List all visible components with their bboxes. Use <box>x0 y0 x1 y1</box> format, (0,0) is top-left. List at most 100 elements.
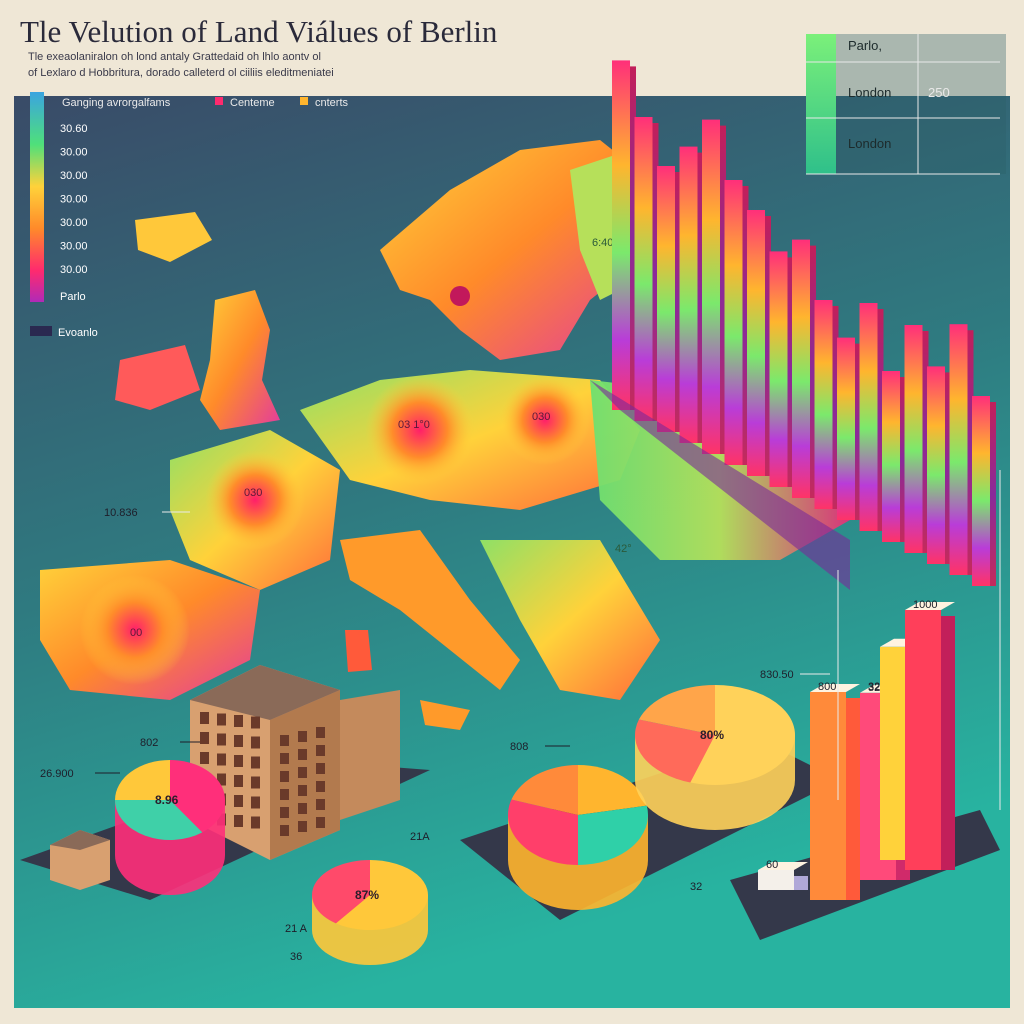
back-bar-11 <box>859 303 878 531</box>
callout-21a: 21A <box>410 831 430 843</box>
pie-slice-0-1 <box>115 800 203 840</box>
legend-swatch-label: Evoanlo <box>58 327 98 339</box>
map-label-2: 030 <box>532 411 550 423</box>
pie-slice-1-3 <box>511 765 578 815</box>
back-bar-side-10 <box>855 343 861 520</box>
pie-slice-2-0 <box>690 685 796 786</box>
map-region-iceland <box>135 212 212 262</box>
back-bar-9 <box>814 300 833 509</box>
callout-808: 808 <box>510 741 528 753</box>
back-bar-side-8 <box>810 245 816 498</box>
front-bar-label-1: 800 <box>818 681 836 693</box>
back-bar-side-4 <box>720 125 726 454</box>
front-bar-0 <box>758 870 794 890</box>
front-bar-label-4: 1000 <box>913 599 937 611</box>
legend-heading: Ganging avrorgalfams <box>62 97 171 109</box>
legend-tick-5: 30.00 <box>60 241 88 253</box>
callout-26900: 26.900 <box>40 768 74 780</box>
front-bar-label-0: 60 <box>766 859 778 871</box>
legend-key2: cnterts <box>315 97 349 109</box>
pie-slice-1-2 <box>508 799 578 865</box>
map-label-5: 42° <box>615 543 632 555</box>
front-bar-side-0 <box>794 876 808 890</box>
back-bar-side-1 <box>652 123 659 421</box>
back-bar-2 <box>657 166 675 432</box>
legend-scale-bottom: Parlo <box>60 291 86 303</box>
back-bar-side-13 <box>922 331 929 553</box>
pie-slice-1-1 <box>578 805 649 865</box>
city-legend-label-3: London <box>848 136 891 151</box>
pie-slice-2-1 <box>635 719 715 783</box>
back-bar-side-12 <box>900 377 906 542</box>
back-bar-6 <box>747 210 765 476</box>
map-region-italy <box>340 530 520 690</box>
back-bar-side-11 <box>877 309 884 531</box>
back-bar-side-16 <box>990 402 996 586</box>
pie-slice-0-0 <box>170 760 226 833</box>
map-region-ireland <box>115 345 200 410</box>
callout-21a-bottom: 21 A <box>285 923 308 935</box>
callouts: 802 26.900 808 21A 830.50 21 A 36 32 32 <box>40 669 880 963</box>
legend-key2-swatch <box>300 97 308 105</box>
back-bar-14 <box>927 366 945 564</box>
pie-slice-1-0 <box>578 765 647 815</box>
callout-36: 36 <box>290 951 302 963</box>
city-legend-label-1: Parlo, <box>848 38 882 53</box>
map-label-4: 00 <box>130 627 142 639</box>
pie-left: 8.96 <box>115 760 226 895</box>
map-region-britain <box>200 290 280 430</box>
back-bar-side-0 <box>630 66 636 411</box>
legend-color-scale <box>30 92 44 302</box>
back-bar-side-9 <box>832 306 839 509</box>
callout-32-b: 32 <box>690 881 702 893</box>
back-bar-7 <box>769 251 788 487</box>
pie-label-3: 87% <box>355 888 379 902</box>
legend-tick-2: 30.00 <box>60 170 88 182</box>
city-legend-label-2: London <box>848 85 891 100</box>
color-legend: Ganging avrorgalfams Centeme cnterts 30.… <box>30 92 349 339</box>
title-band <box>0 0 1024 96</box>
pie-label-0: 8.96 <box>155 793 179 807</box>
legend-tick-1: 30.00 <box>60 147 88 159</box>
legend-tick-3: 30.00 <box>60 194 88 206</box>
back-bar-side-6 <box>765 216 771 476</box>
back-bar-side-14 <box>945 372 951 564</box>
map-hotspot-france <box>205 450 305 550</box>
back-bar-15 <box>949 324 968 575</box>
front-bar-1 <box>810 692 846 900</box>
map-hotspot-germany <box>365 375 475 485</box>
back-bar-16 <box>972 396 990 586</box>
map-hotspot-poland <box>500 375 590 465</box>
legend-key1: Centeme <box>230 97 275 109</box>
back-bar-3 <box>679 146 698 443</box>
back-bar-series <box>590 60 996 590</box>
pie-slice-0-2 <box>115 760 170 800</box>
back-bar-4 <box>702 119 720 454</box>
map-region-balkans <box>480 540 660 700</box>
front-bar-side-1 <box>846 698 860 900</box>
city-legend-bar <box>806 34 836 174</box>
callout-802: 802 <box>140 737 158 749</box>
back-bar-0 <box>612 60 630 411</box>
pie-charts: 8.96 80% 87% <box>115 685 796 965</box>
back-bar-side-2 <box>675 172 681 432</box>
map-callout: 10.836 <box>104 507 138 519</box>
legend-swatch <box>30 326 52 336</box>
chart-title: Tle Velution of Land Viálues of Berlin <box>20 14 498 49</box>
pie-slice-2-2 <box>638 685 715 735</box>
pie-slice-3-1 <box>312 860 370 924</box>
legend-tick-0: 30.60 <box>60 123 88 135</box>
pie-slice-3-0 <box>335 860 428 930</box>
back-bar-10 <box>837 337 855 520</box>
front-bar-series: 60 800 32 1000 <box>758 470 1001 900</box>
map-label-3: 030 <box>244 487 262 499</box>
callout-83050: 830.50 <box>760 669 794 681</box>
chart-subtitle-2: of Lexlaro d Hobbritura, dorado calleter… <box>28 67 334 79</box>
back-bar-1 <box>634 117 653 421</box>
back-bar-side-7 <box>787 257 794 487</box>
back-bar-8 <box>792 239 810 498</box>
map-label-1: 03 1°0 <box>398 419 430 431</box>
building-small <box>50 830 110 890</box>
back-bar-side-3 <box>697 152 704 443</box>
